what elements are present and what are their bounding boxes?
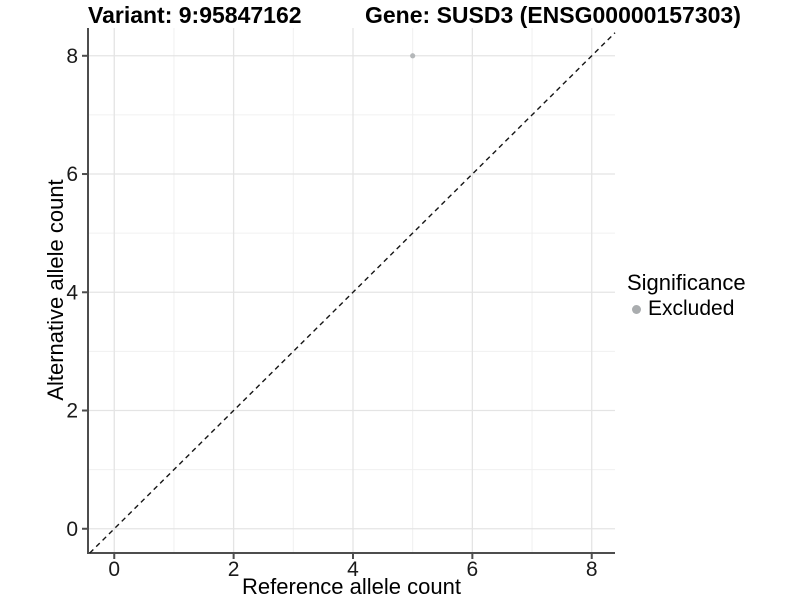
legend-key-dot [632,304,641,314]
y-tick-label: 0 [66,518,78,541]
data-point [410,53,416,59]
legend-item-label: Excluded [648,297,735,320]
x-tick-label: 2 [228,558,240,581]
y-axis-title: Alternative allele count [43,179,68,401]
x-tick-label: 6 [467,558,479,581]
variant-title: Variant: 9:95847162 [88,2,302,28]
y-tick-label: 6 [66,163,78,186]
gene-title: Gene: SUSD3 (ENSG00000157303) [365,2,741,28]
legend: Significance Excluded [627,270,746,321]
legend-title: Significance [627,270,746,295]
legend-item-excluded: Excluded [627,297,746,321]
y-tick-label: 8 [66,45,78,68]
identity-line [89,32,616,554]
x-tick-label: 8 [586,558,598,581]
y-tick-label: 4 [66,281,78,304]
x-tick-label: 4 [347,558,359,581]
x-axis-title: Reference allele count [242,574,461,599]
y-tick-label: 2 [66,400,78,423]
x-tick-label: 0 [108,558,120,581]
